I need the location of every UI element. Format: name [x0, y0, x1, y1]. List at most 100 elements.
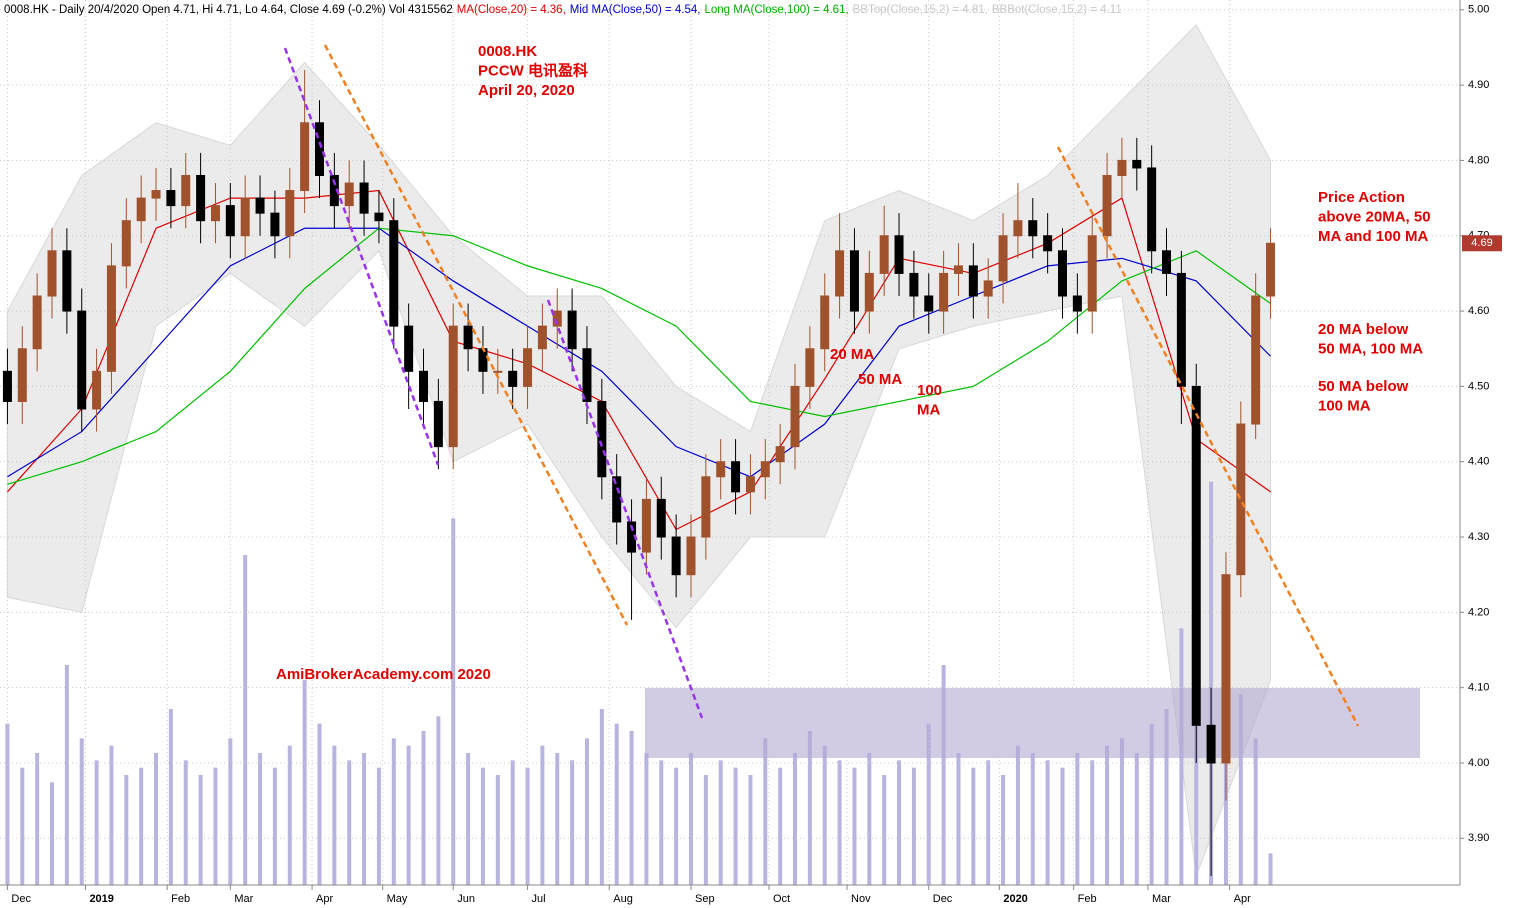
- candle-body: [404, 325, 414, 372]
- y-tick-label: 4.60: [1468, 305, 1489, 317]
- volume-bar: [882, 775, 887, 885]
- candle-body: [939, 272, 949, 312]
- candle-body: [597, 400, 607, 478]
- candle-body: [1206, 724, 1216, 764]
- volume-bar: [1075, 753, 1080, 885]
- header-segment: BBTop(Close,15,2) = 4.81,: [853, 4, 988, 16]
- candle-body: [1221, 574, 1231, 764]
- volume-bar: [1119, 738, 1124, 885]
- x-tick-label: Aug: [613, 893, 633, 905]
- header-segment: Long MA(Close,100) = 4.61,: [705, 4, 849, 16]
- x-tick-label: 2020: [1003, 893, 1027, 905]
- candle-body: [879, 235, 889, 274]
- candle-body: [1162, 250, 1172, 274]
- volume-bar: [139, 767, 144, 885]
- header-segment: 0008.HK - Daily 20/4/2020 Open 4.71, Hi …: [4, 4, 453, 16]
- candle-layer: [2, 70, 1276, 876]
- candle-body: [1266, 242, 1276, 297]
- header-segment: Mid MA(Close,50) = 4.54,: [570, 4, 701, 16]
- volume-bar: [748, 775, 753, 885]
- annotation: 20 MA below: [1318, 321, 1409, 338]
- annotation: 50 MA below: [1318, 378, 1409, 395]
- candle-body: [121, 220, 131, 267]
- annotation: PCCW 电讯盈科: [478, 61, 588, 79]
- candle-body: [359, 182, 369, 214]
- candle-body: [552, 310, 562, 327]
- volume-bar: [317, 723, 322, 885]
- y-tick-label: 3.90: [1468, 832, 1489, 844]
- candle-body: [849, 250, 859, 312]
- volume-bar: [480, 767, 485, 885]
- volume-bar: [703, 775, 708, 885]
- volume-bar: [362, 753, 367, 885]
- volume-bar: [659, 760, 664, 885]
- candle-body: [2, 370, 12, 402]
- volume-bar: [733, 767, 738, 885]
- x-tick-label: Apr: [316, 893, 333, 905]
- candle-body: [983, 280, 993, 297]
- candle-body: [1236, 423, 1246, 576]
- y-tick-label: 4.00: [1468, 757, 1489, 769]
- candle-body: [448, 325, 458, 448]
- candle-body: [300, 122, 310, 192]
- trend-line: [283, 47, 440, 466]
- annotation: April 20, 2020: [478, 82, 575, 99]
- x-tick-label: Jul: [532, 893, 546, 905]
- candle-body: [701, 476, 711, 538]
- price-badge: [1462, 235, 1502, 252]
- candle-body: [1057, 250, 1067, 297]
- volume-bar: [778, 767, 783, 885]
- volume-bar: [1045, 760, 1050, 885]
- volume-bar: [1105, 745, 1110, 885]
- candle-body: [32, 295, 42, 350]
- volume-bar: [20, 767, 25, 885]
- annotation: above 20MA, 50: [1318, 208, 1431, 225]
- volume-bar: [525, 767, 530, 885]
- candle-body: [255, 197, 265, 214]
- candle-body: [389, 220, 399, 327]
- volume-bar: [94, 760, 99, 885]
- volume-bar: [124, 775, 129, 885]
- volume-bar: [1209, 481, 1214, 885]
- volume-bar: [213, 767, 218, 885]
- y-tick-label: 4.80: [1468, 154, 1489, 166]
- volume-bar: [168, 709, 173, 885]
- volume-bar: [1060, 767, 1065, 885]
- candle-body: [210, 205, 220, 222]
- annotation: MA and 100 MA: [1318, 228, 1428, 245]
- candle-body: [567, 310, 577, 350]
- x-tick-label: Sep: [695, 893, 715, 905]
- volume-bar: [287, 745, 292, 885]
- y-tick-label: 5.00: [1468, 4, 1489, 16]
- header: 0008.HK - Daily 20/4/2020 Open 4.71, Hi …: [4, 4, 1122, 16]
- volume-bar: [837, 760, 842, 885]
- x-tick-label: Nov: [851, 893, 871, 905]
- volume-bar: [584, 738, 589, 885]
- volume-bar: [1090, 760, 1095, 885]
- volume-bar: [807, 731, 812, 885]
- volume-bar: [540, 745, 545, 885]
- annotation: AmiBrokerAcademy.com 2020: [276, 666, 491, 683]
- support-zone: [645, 688, 1420, 758]
- candle-body: [77, 310, 87, 410]
- header-segment: BBBot(Close,15,2) = 4.11: [992, 4, 1122, 16]
- grid-layer: [0, 0, 1460, 885]
- candle-body: [656, 498, 666, 538]
- volume-bar: [466, 753, 471, 885]
- x-tick-label: Feb: [1078, 893, 1097, 905]
- candle-body: [493, 370, 503, 373]
- candle-body: [537, 325, 547, 350]
- candle-body: [864, 272, 874, 312]
- candle-body: [136, 197, 146, 222]
- candle-body: [1087, 235, 1097, 312]
- candle-body: [433, 400, 443, 448]
- candle-body: [641, 498, 651, 553]
- volume-bar: [1015, 745, 1020, 885]
- moving-average: [7, 227, 1271, 485]
- price-badge-label: 4.69: [1471, 237, 1492, 249]
- candle-body: [805, 348, 815, 387]
- volume-bar: [1164, 709, 1169, 885]
- candle-body: [523, 348, 533, 387]
- y-tick-label: 4.40: [1468, 456, 1489, 468]
